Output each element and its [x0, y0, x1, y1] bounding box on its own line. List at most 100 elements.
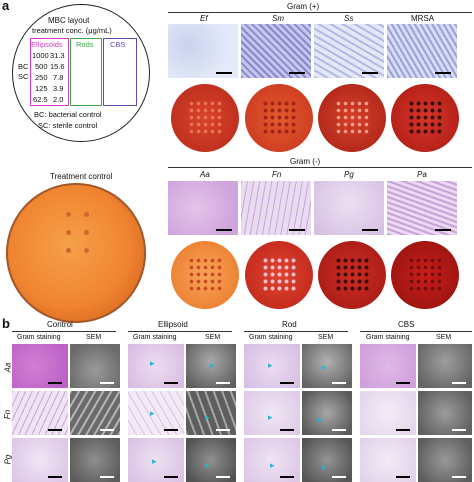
gram-control-pg — [12, 438, 68, 482]
gram-ellipsoid-aa — [128, 344, 184, 388]
cbs-header: CBS — [110, 40, 126, 49]
row-label-bc: BC — [18, 62, 29, 71]
legend-bc: BC: bacterial control — [34, 110, 102, 119]
mbc-layout-title: MBC layout — [48, 16, 90, 25]
conc-row-1-left: 1000 — [32, 51, 49, 60]
micrograph-mrsa — [387, 24, 457, 78]
gram-control-aa — [12, 344, 68, 388]
gram-cbs-aa — [360, 344, 416, 388]
arrow-marker: ▸ — [152, 456, 157, 466]
sem-ellipsoid-pg — [186, 438, 236, 482]
scale-bar — [164, 429, 178, 431]
species-label-sm: Sm — [272, 14, 284, 23]
cbs-column-box — [103, 38, 137, 106]
gram-ellipsoid-fn — [128, 391, 184, 435]
scale-bar — [332, 476, 346, 478]
conc-row-4-left: 125 — [35, 84, 48, 93]
species-label-pa: Pa — [417, 170, 427, 179]
micrograph-pa — [387, 181, 457, 235]
scale-bar — [435, 229, 451, 231]
scale-bar — [289, 229, 305, 231]
plate-fn-wells — [262, 257, 298, 293]
sem-ellipsoid-fn — [186, 391, 236, 435]
control-well — [84, 212, 89, 217]
scale-bar — [100, 476, 114, 478]
sub-sem: SEM — [436, 334, 452, 341]
scale-bar — [280, 382, 294, 384]
scale-bar — [280, 429, 294, 431]
row-label-sc: SC — [18, 72, 29, 81]
species-label-ef: Ef — [200, 14, 208, 23]
sub-gram-staining: Gram staining — [249, 334, 293, 341]
conc-row-4-right: 3.9 — [53, 84, 64, 93]
scale-bar — [362, 229, 378, 231]
scale-bar — [216, 476, 230, 478]
gram-negative-rule — [168, 167, 472, 168]
row-label-fn: Fn — [3, 409, 13, 420]
conc-row-5-right: 2.0 — [53, 95, 64, 104]
sem-rod-pg — [302, 438, 352, 482]
arrow-marker: ▸ — [205, 412, 210, 422]
scale-bar — [452, 382, 466, 384]
control-well — [66, 212, 71, 217]
sem-ellipsoid-aa — [186, 344, 236, 388]
arrow-marker: ▸ — [318, 414, 323, 424]
species-label-pg: Pg — [344, 170, 354, 179]
sem-control-pg — [70, 438, 120, 482]
species-label-fn: Fn — [272, 170, 282, 179]
treatment-control-label: Treatment control — [50, 172, 113, 181]
legend-sc: SC: sterile control — [38, 121, 98, 130]
scale-bar — [48, 429, 62, 431]
plate-sm-wells — [262, 100, 298, 136]
scale-bar — [435, 72, 451, 74]
sem-cbs-pg — [418, 438, 472, 482]
group-rule-cbs — [360, 331, 472, 332]
control-well — [66, 230, 71, 235]
sem-control-fn — [70, 391, 120, 435]
gram-ellipsoid-pg — [128, 438, 184, 482]
scale-bar — [164, 382, 178, 384]
species-label-ss: Ss — [344, 14, 354, 23]
gram-rod-fn — [244, 391, 300, 435]
control-well — [84, 248, 89, 253]
gram-control-fn — [12, 391, 68, 435]
scale-bar — [100, 429, 114, 431]
micrograph-sm — [241, 24, 311, 78]
arrow-marker: ▸ — [322, 462, 327, 472]
sub-sem: SEM — [86, 334, 102, 341]
group-title-control: Control — [47, 320, 73, 329]
plate-pg-wells — [335, 257, 371, 293]
control-well — [66, 248, 71, 253]
scale-bar — [280, 476, 294, 478]
arrow-marker: ▸ — [322, 362, 327, 372]
group-rule-ellipsoid — [128, 331, 232, 332]
gram-rod-pg — [244, 438, 300, 482]
scale-bar — [216, 229, 232, 231]
scale-bar — [396, 476, 410, 478]
plate-ef-wells — [188, 100, 224, 136]
sub-sem: SEM — [205, 334, 221, 341]
species-label-aa: Aa — [200, 170, 210, 179]
mbc-layout-subtitle: treatment conc. (μg/mL) — [32, 26, 112, 35]
panel-b-letter: b — [2, 316, 10, 331]
scale-bar — [332, 382, 346, 384]
sem-control-aa — [70, 344, 120, 388]
arrow-marker: ▸ — [268, 412, 273, 422]
sub-gram-staining: Gram staining — [17, 334, 61, 341]
micrograph-aa — [168, 181, 238, 235]
sem-rod-fn — [302, 391, 352, 435]
arrow-marker: ▸ — [270, 460, 275, 470]
conc-row-3-right: 7.8 — [53, 73, 64, 82]
micrograph-ss — [314, 24, 384, 78]
gram-positive-title: Gram (+) — [287, 2, 320, 11]
group-rule-control — [12, 331, 116, 332]
group-title-cbs: CBS — [398, 320, 415, 329]
rods-column-box — [70, 38, 102, 106]
treatment-control-plate — [6, 183, 146, 323]
conc-row-5-left: 62.5 — [33, 95, 48, 104]
plate-aa-wells — [188, 257, 224, 293]
plate-ss-wells — [335, 100, 371, 136]
gram-positive-rule — [168, 12, 472, 13]
micrograph-fn — [241, 181, 311, 235]
gram-negative-title: Gram (-) — [290, 157, 321, 166]
